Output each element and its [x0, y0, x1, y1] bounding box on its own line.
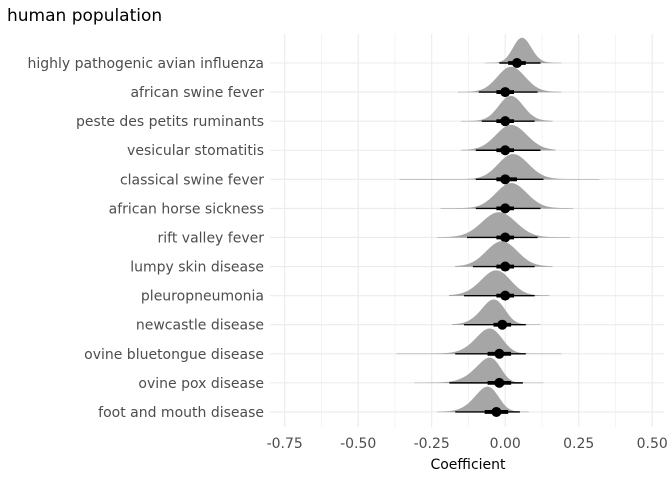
density-shape: [396, 328, 562, 355]
grid: [270, 34, 664, 427]
category-labels: highly pathogenic avian influenza african…: [28, 56, 265, 421]
density-shape: [452, 299, 541, 326]
x-tick-label: 0.25: [563, 436, 594, 452]
density-shape: [457, 66, 562, 93]
chart-title: human population: [7, 6, 162, 26]
category-label: newcastle disease: [136, 318, 264, 334]
distribution-row: [437, 386, 529, 417]
density-shape: [399, 154, 600, 180]
distribution-row: [454, 241, 553, 272]
density-shape: [437, 386, 529, 413]
category-label: ovine pox disease: [138, 376, 264, 392]
median-point: [500, 87, 511, 98]
density-shape: [449, 270, 550, 296]
x-axis-label: Coefficient: [430, 457, 506, 473]
category-label: african horse sickness: [109, 201, 264, 217]
x-tick-label: -0.50: [340, 436, 376, 452]
x-tick-label: -0.75: [267, 436, 303, 452]
category-label: foot and mouth disease: [98, 405, 264, 421]
median-point: [497, 319, 508, 330]
median-point: [494, 377, 505, 388]
density-shape: [414, 357, 544, 384]
category-label: classical swine fever: [120, 172, 264, 188]
median-point: [500, 261, 511, 272]
x-tick-label: -0.25: [414, 436, 450, 452]
density-shape: [454, 241, 553, 267]
median-point: [491, 406, 502, 417]
distribution-row: [452, 299, 541, 330]
median-point: [500, 232, 511, 243]
median-point: [500, 290, 511, 301]
distribution-row: [461, 95, 553, 127]
median-point: [500, 174, 511, 185]
density-shape: [484, 37, 562, 64]
distribution-row: [414, 357, 544, 388]
category-label: rift valley fever: [158, 230, 265, 246]
density-shape: [437, 212, 570, 238]
category-label: lumpy skin disease: [130, 260, 264, 276]
x-tick-label: 0.00: [490, 436, 521, 452]
median-point: [511, 58, 522, 68]
category-label: ovine bluetongue disease: [84, 347, 264, 363]
distributions: [396, 37, 600, 417]
category-label: pleuropneumonia: [141, 289, 264, 305]
category-label: highly pathogenic avian influenza: [28, 56, 264, 72]
distribution-row: [457, 66, 562, 98]
median-point: [494, 348, 505, 359]
median-point: [500, 116, 511, 127]
density-shape: [460, 124, 556, 151]
distribution-row: [460, 124, 556, 156]
distribution-row: [396, 328, 562, 359]
category-label: vesicular stomatitis: [127, 143, 264, 159]
category-label: peste des petits ruminants: [76, 114, 264, 130]
median-point: [500, 145, 511, 156]
density-shape: [440, 183, 574, 209]
median-point: [500, 203, 511, 214]
distribution-row: [484, 37, 562, 68]
distribution-row: [437, 212, 570, 243]
distribution-row: [449, 270, 550, 301]
x-tick-labels: -0.75 -0.50 -0.25 0.00 0.25 0.50: [267, 436, 668, 452]
distribution-row: [399, 154, 600, 185]
x-tick-label: 0.50: [637, 436, 668, 452]
density-shape: [461, 95, 553, 122]
distribution-row: [440, 183, 574, 214]
category-label: african swine fever: [130, 85, 264, 101]
